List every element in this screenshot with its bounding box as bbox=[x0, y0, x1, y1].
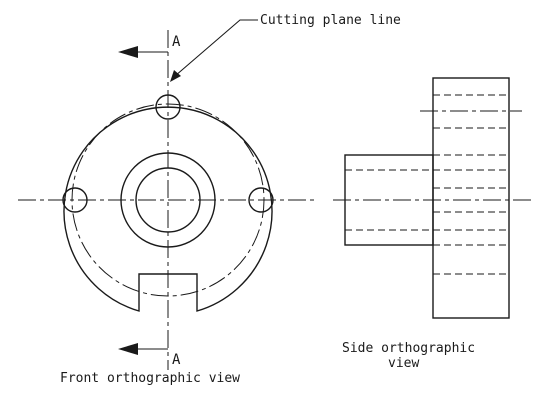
front-view-label: Front orthographic view bbox=[60, 371, 240, 386]
section-label-top: A bbox=[172, 34, 181, 50]
flange-outline bbox=[63, 106, 273, 312]
side-view: Side orthographic view bbox=[333, 77, 532, 371]
section-label-bottom: A bbox=[172, 352, 181, 368]
section-arrow-top-head bbox=[118, 46, 138, 58]
cutting-plane-label: Cutting plane line bbox=[260, 13, 401, 28]
cutting-plane-leader-arrow bbox=[170, 70, 181, 82]
side-view-label-line1: Side orthographic bbox=[342, 341, 475, 356]
side-flange-body bbox=[432, 77, 510, 319]
side-view-label-line2: view bbox=[388, 356, 419, 371]
cutting-plane-leader bbox=[174, 19, 258, 77]
front-view: A A Cutting plane line Front orthographi… bbox=[18, 13, 401, 386]
section-arrow-bottom-head bbox=[118, 343, 138, 355]
